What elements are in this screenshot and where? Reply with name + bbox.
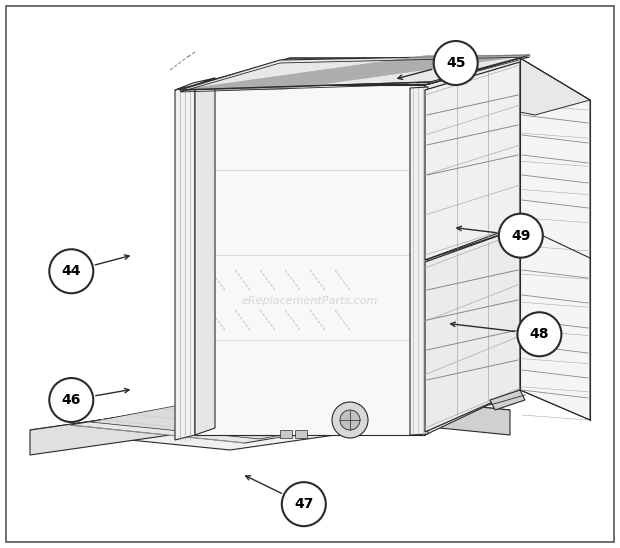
Text: 48: 48 [529,327,549,341]
Polygon shape [195,78,215,435]
Circle shape [499,214,542,258]
Text: 47: 47 [294,497,314,511]
Text: 49: 49 [511,229,531,243]
Polygon shape [310,390,510,435]
Polygon shape [425,58,590,115]
Bar [280,430,292,438]
Text: 45: 45 [446,56,466,70]
Circle shape [50,249,93,293]
Polygon shape [410,87,428,435]
Polygon shape [180,55,530,90]
Circle shape [282,482,326,526]
Circle shape [340,410,360,430]
Text: 46: 46 [61,393,81,407]
Circle shape [50,378,93,422]
Polygon shape [195,85,425,435]
Polygon shape [30,390,310,455]
Circle shape [434,41,477,85]
Circle shape [332,402,368,438]
Bar [295,430,307,438]
Polygon shape [90,387,445,439]
Polygon shape [195,58,520,85]
Polygon shape [425,58,520,435]
Polygon shape [30,390,510,450]
Polygon shape [175,78,215,90]
Text: eReplacementParts.com: eReplacementParts.com [242,296,378,306]
Polygon shape [490,390,525,410]
Text: 44: 44 [61,264,81,278]
Polygon shape [70,388,465,443]
Circle shape [518,312,561,356]
Polygon shape [520,58,590,420]
Polygon shape [175,85,195,440]
Polygon shape [425,228,520,432]
Polygon shape [425,62,520,260]
